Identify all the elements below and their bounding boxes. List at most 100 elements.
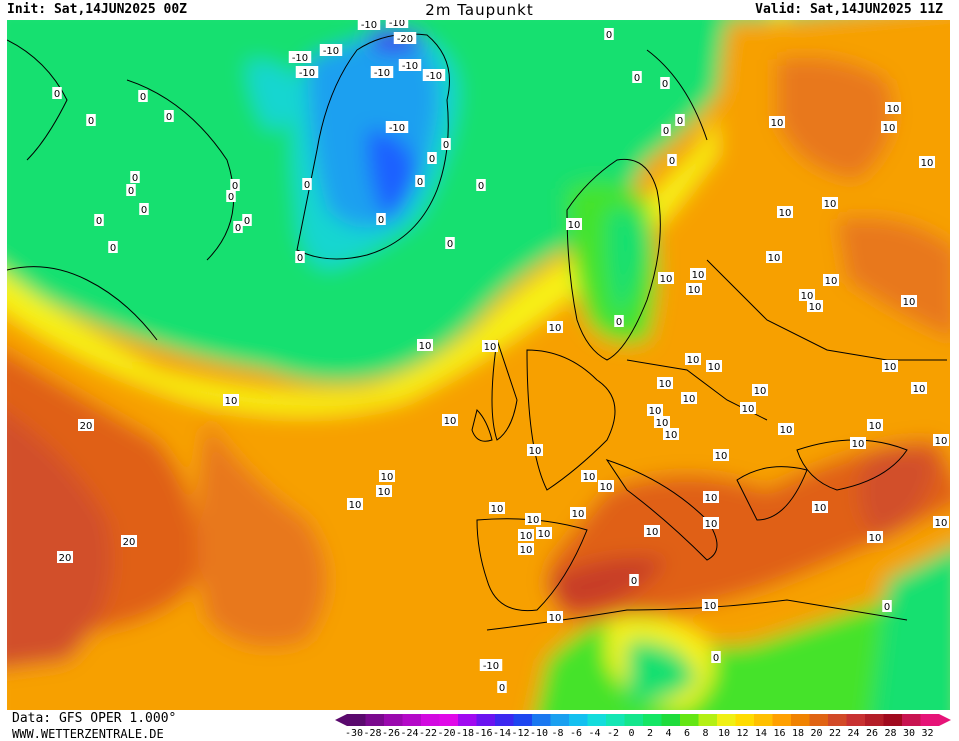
svg-text:10: 10 bbox=[704, 601, 717, 612]
color-legend bbox=[335, 714, 951, 726]
svg-text:10: 10 bbox=[801, 291, 814, 302]
contour-label: 10 bbox=[703, 517, 719, 530]
legend-swatch bbox=[550, 714, 569, 726]
svg-text:0: 0 bbox=[297, 253, 303, 264]
legend-swatch bbox=[384, 714, 403, 726]
svg-text:10: 10 bbox=[572, 509, 585, 520]
legend-swatch bbox=[902, 714, 921, 726]
svg-text:10: 10 bbox=[771, 118, 784, 129]
svg-text:0: 0 bbox=[141, 205, 147, 216]
contour-label: 10 bbox=[919, 156, 935, 169]
legend-swatch bbox=[643, 714, 662, 726]
legend-tick: 24 bbox=[847, 728, 860, 739]
contour-label: 10 bbox=[598, 480, 614, 493]
contour-label: 10 bbox=[536, 527, 552, 540]
contour-label: 10 bbox=[527, 444, 543, 457]
contour-label: 0 bbox=[295, 251, 305, 264]
contour-label: 10 bbox=[658, 272, 674, 285]
svg-text:-10: -10 bbox=[389, 20, 405, 29]
legend-tick: 26 bbox=[865, 728, 879, 739]
svg-text:10: 10 bbox=[665, 430, 678, 441]
contour-label: 0 bbox=[94, 214, 104, 227]
svg-text:10: 10 bbox=[692, 270, 705, 281]
contour-label: 0 bbox=[242, 214, 252, 227]
contour-label: 10 bbox=[663, 428, 679, 441]
svg-text:0: 0 bbox=[96, 216, 102, 227]
contour-label: 10 bbox=[881, 121, 897, 134]
svg-text:0: 0 bbox=[110, 243, 116, 254]
svg-text:10: 10 bbox=[381, 472, 394, 483]
contour-label: 10 bbox=[690, 268, 706, 281]
svg-text:20: 20 bbox=[59, 553, 72, 564]
contour-label: -10 bbox=[398, 59, 422, 72]
contour-label: -10 bbox=[422, 69, 446, 82]
contour-label: -10 bbox=[357, 20, 381, 31]
svg-text:10: 10 bbox=[520, 531, 533, 542]
contour-label: -10 bbox=[370, 66, 394, 79]
legend-tick: -24 bbox=[400, 728, 419, 739]
svg-text:10: 10 bbox=[809, 302, 822, 313]
svg-text:10: 10 bbox=[600, 482, 613, 493]
legend-swatch bbox=[698, 714, 717, 726]
svg-text:10: 10 bbox=[852, 439, 865, 450]
legend-swatch bbox=[661, 714, 680, 726]
contour-label: 10 bbox=[654, 416, 670, 429]
legend-tick-labels: -30 -28 -26 -24 -22 -20 -18 -16 -14 -12 -10 -8 -6 -4-… bbox=[345, 728, 946, 740]
svg-text:10: 10 bbox=[935, 518, 948, 529]
contour-label: 10 bbox=[223, 394, 239, 407]
contour-label: 10 bbox=[489, 502, 505, 515]
svg-text:10: 10 bbox=[708, 362, 721, 373]
svg-text:10: 10 bbox=[419, 341, 432, 352]
legend-swatch bbox=[569, 714, 588, 726]
legend-swatch bbox=[772, 714, 791, 726]
svg-text:10: 10 bbox=[538, 529, 551, 540]
svg-text:-10: -10 bbox=[361, 20, 377, 31]
legend-tick: -18 bbox=[455, 728, 475, 739]
legend-tick: 8 bbox=[702, 728, 709, 739]
svg-text:0: 0 bbox=[132, 173, 138, 184]
contour-label: 10 bbox=[644, 525, 660, 538]
contour-label: 10 bbox=[657, 377, 673, 390]
svg-text:0: 0 bbox=[884, 602, 890, 613]
legend-tick: 22 bbox=[828, 728, 842, 739]
svg-text:0: 0 bbox=[235, 223, 241, 234]
svg-text:-10: -10 bbox=[426, 71, 442, 82]
legend-tick: -6 bbox=[569, 728, 583, 739]
contour-label: 0 bbox=[164, 110, 174, 123]
svg-text:10: 10 bbox=[903, 297, 916, 308]
contour-label: -10 bbox=[288, 51, 312, 64]
contour-label: 0 bbox=[476, 179, 486, 192]
legend-swatch bbox=[458, 714, 477, 726]
svg-text:10: 10 bbox=[742, 404, 755, 415]
contour-label: 0 bbox=[130, 171, 140, 184]
legend-swatch bbox=[865, 714, 884, 726]
svg-text:0: 0 bbox=[140, 92, 146, 103]
svg-text:-10: -10 bbox=[389, 123, 405, 134]
svg-text:-10: -10 bbox=[299, 68, 315, 79]
site-url: WWW.WETTERZENTRALE.DE bbox=[12, 727, 164, 741]
svg-text:0: 0 bbox=[166, 112, 172, 123]
legend-swatch bbox=[365, 714, 384, 726]
svg-text:0: 0 bbox=[669, 156, 675, 167]
contour-label: 0 bbox=[632, 71, 642, 84]
contour-label: 10 bbox=[933, 434, 949, 447]
contour-label: 10 bbox=[769, 116, 785, 129]
contour-label: 0 bbox=[415, 175, 425, 188]
svg-text:10: 10 bbox=[444, 416, 457, 427]
legend-swatch bbox=[421, 714, 440, 726]
contour-label: 0 bbox=[445, 237, 455, 250]
contour-label: 0 bbox=[604, 28, 614, 41]
svg-text:0: 0 bbox=[478, 181, 484, 192]
legend-tick: 30 bbox=[902, 728, 916, 739]
legend-swatch bbox=[532, 714, 551, 726]
legend-swatch bbox=[624, 714, 643, 726]
legend-swatch bbox=[347, 714, 366, 726]
contour-label: 10 bbox=[901, 295, 917, 308]
legend-tick: 14 bbox=[754, 728, 768, 739]
map-title: 2m Taupunkt bbox=[425, 1, 534, 19]
svg-text:0: 0 bbox=[606, 30, 612, 41]
svg-text:0: 0 bbox=[244, 216, 250, 227]
contour-label: 10 bbox=[823, 274, 839, 287]
legend-tick: 0 bbox=[628, 728, 635, 739]
svg-text:10: 10 bbox=[659, 379, 672, 390]
